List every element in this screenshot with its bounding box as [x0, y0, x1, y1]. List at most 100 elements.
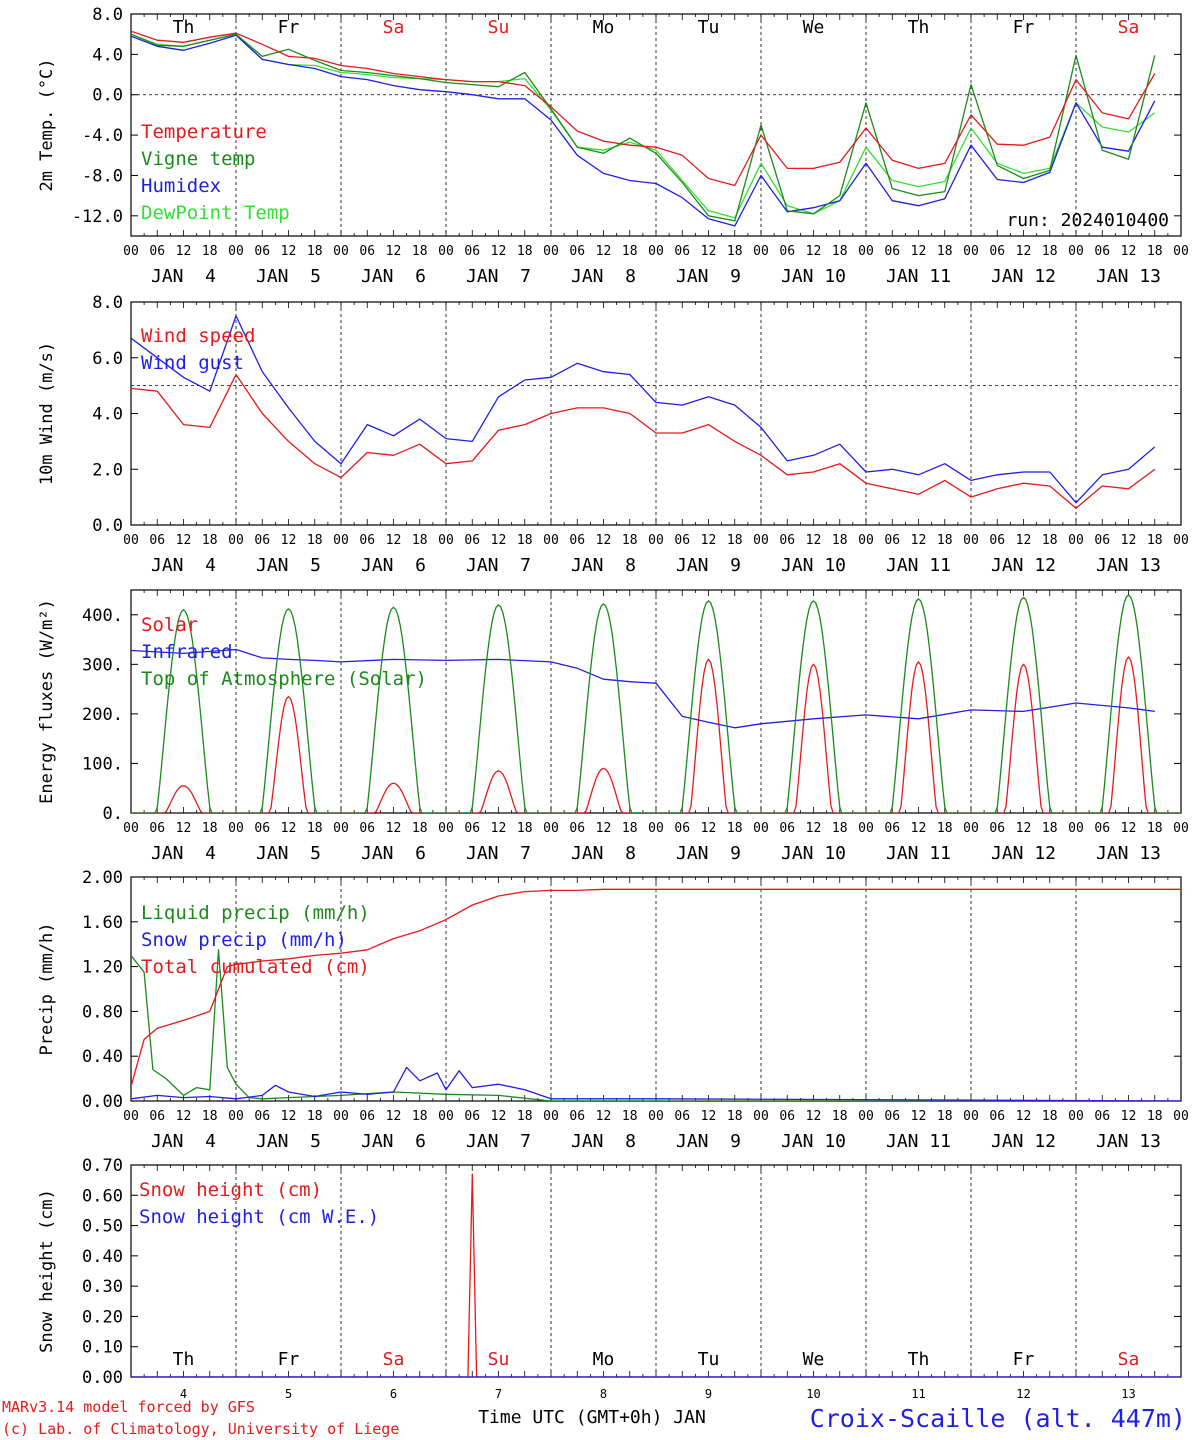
- hour-tick-label: 18: [202, 821, 218, 836]
- series-line-snow-height-cm: [131, 1173, 1181, 1377]
- y-tick-label: -12.0: [72, 207, 123, 227]
- hour-tick-label: 18: [622, 533, 638, 548]
- series-line-snow-precip-mm-h: [131, 1066, 1181, 1101]
- station-title: Croix-Scaille (alt. 447m): [810, 1404, 1186, 1433]
- day-number-label: 4: [180, 1387, 187, 1401]
- weekday-label: Fr: [1013, 17, 1035, 38]
- hour-tick-label: 12: [176, 244, 192, 259]
- hour-tick-label: 18: [1042, 1109, 1058, 1124]
- y-tick-label: 2.0: [92, 460, 123, 480]
- hour-tick-label: 06: [989, 533, 1005, 548]
- day-number-label: 11: [911, 1387, 925, 1401]
- series-group: [131, 594, 1181, 813]
- date-label: JAN 12: [991, 843, 1056, 864]
- hour-tick-label: 00: [543, 821, 559, 836]
- hour-tick-label: 18: [307, 244, 323, 259]
- y-tick-label: 0.50: [82, 1217, 123, 1237]
- series-line-wind-speed: [131, 373, 1156, 509]
- date-label: JAN 9: [676, 1131, 741, 1152]
- hour-tick-label: 18: [727, 533, 743, 548]
- date-label: JAN 5: [256, 1131, 321, 1152]
- hour-tick-label: 00: [1068, 821, 1084, 836]
- plot-frame: [130, 589, 1182, 814]
- date-label: JAN 4: [151, 1131, 216, 1152]
- y-tick-label: 0.00: [82, 1092, 123, 1112]
- hour-tick-label: 12: [806, 821, 822, 836]
- hour-tick-label: 00: [438, 533, 454, 548]
- hour-tick-label: 18: [622, 244, 638, 259]
- legend-entry: Snow height (cm): [139, 1179, 322, 1201]
- date-label: JAN 4: [151, 555, 216, 576]
- hour-tick-label: 00: [858, 821, 874, 836]
- hour-tick-label: 00: [858, 244, 874, 259]
- hour-tick-label: 00: [753, 533, 769, 548]
- hour-tick-label: 00: [543, 533, 559, 548]
- hour-tick-label: 18: [202, 533, 218, 548]
- legend-entry: Wind speed: [141, 325, 255, 347]
- hour-tick-label: 12: [806, 1109, 822, 1124]
- legend-entry: Humidex: [141, 175, 221, 197]
- hour-tick-label: 18: [727, 1109, 743, 1124]
- date-label: JAN 12: [991, 1131, 1056, 1152]
- hour-tick-label: 06: [254, 821, 270, 836]
- hour-tick-label: 18: [517, 821, 533, 836]
- series-line-temperature: [131, 30, 1156, 187]
- y-tick-label: 0.20: [82, 1307, 123, 1327]
- hour-tick-label: 00: [438, 244, 454, 259]
- panel-4: 2.00 1.60 1.20 0.80 0.40 0.00 Precip (mm/h) 00 0…: [37, 868, 1189, 1152]
- hour-tick-label: 00: [753, 244, 769, 259]
- y-axis-label: 10m Wind (m/s): [37, 342, 57, 485]
- hour-tick-label: 18: [517, 533, 533, 548]
- hour-tick-label: 00: [1173, 533, 1189, 548]
- hour-tick-label: 00: [543, 1109, 559, 1124]
- hour-tick-label: 18: [727, 244, 743, 259]
- date-label: JAN 10: [781, 843, 846, 864]
- date-label: JAN 8: [571, 266, 636, 287]
- day-number-label: 8: [600, 1387, 607, 1401]
- hour-tick-label: 12: [1016, 821, 1032, 836]
- hour-tick-label: 00: [963, 1109, 979, 1124]
- hour-tick-label: 18: [832, 1109, 848, 1124]
- hour-tick-label: 18: [412, 244, 428, 259]
- hour-tick-label: 00: [333, 821, 349, 836]
- y-tick-label: 6.0: [92, 349, 123, 369]
- hour-tick-label: 00: [648, 1109, 664, 1124]
- weekday-label: Th: [908, 1349, 930, 1370]
- series-line-vigne-temp: [131, 33, 1156, 222]
- weekday-label: Tu: [698, 1349, 720, 1370]
- hour-tick-label: 00: [1173, 244, 1189, 259]
- hour-tick-label: 18: [937, 821, 953, 836]
- hour-tick-label: 00: [123, 533, 139, 548]
- hour-tick-label: 18: [517, 1109, 533, 1124]
- legend-entry: Infrared: [141, 641, 233, 663]
- hour-tick-label: 00: [963, 533, 979, 548]
- weekday-label: Fr: [278, 1349, 300, 1370]
- weekday-label: Tu: [698, 17, 720, 38]
- panel-5: 0.70 0.60 0.50 0.40 0.30 0.20 0.10 0.00 Snow hei…: [37, 1156, 1182, 1401]
- y-tick-label: 4.0: [92, 45, 123, 65]
- day-number-label: 9: [705, 1387, 712, 1401]
- y-tick-label: 1.20: [82, 958, 123, 978]
- hour-tick-label: 00: [123, 244, 139, 259]
- credit-line-1: MARv3.14 model forced by GFS: [2, 1398, 255, 1416]
- hour-tick-label: 00: [648, 244, 664, 259]
- y-tick-label: 8.0: [92, 5, 123, 25]
- hour-tick-label: 18: [1147, 1109, 1163, 1124]
- date-label: JAN 9: [676, 266, 741, 287]
- plot-frame: [130, 301, 1182, 526]
- date-label: JAN 4: [151, 843, 216, 864]
- hour-tick-label: 18: [1147, 821, 1163, 836]
- series-group: [131, 1173, 1181, 1377]
- date-label: JAN 13: [1096, 266, 1161, 287]
- hour-tick-label: 00: [438, 821, 454, 836]
- hour-tick-label: 12: [701, 533, 717, 548]
- date-label: JAN 5: [256, 266, 321, 287]
- hour-tick-label: 12: [596, 821, 612, 836]
- hour-tick-label: 06: [1094, 821, 1110, 836]
- hour-tick-label: 06: [1094, 533, 1110, 548]
- hour-tick-label: 12: [701, 244, 717, 259]
- hour-tick-label: 00: [228, 533, 244, 548]
- y-tick-label: 400.: [82, 606, 123, 626]
- hour-tick-label: 12: [386, 1109, 402, 1124]
- date-label: JAN 8: [571, 1131, 636, 1152]
